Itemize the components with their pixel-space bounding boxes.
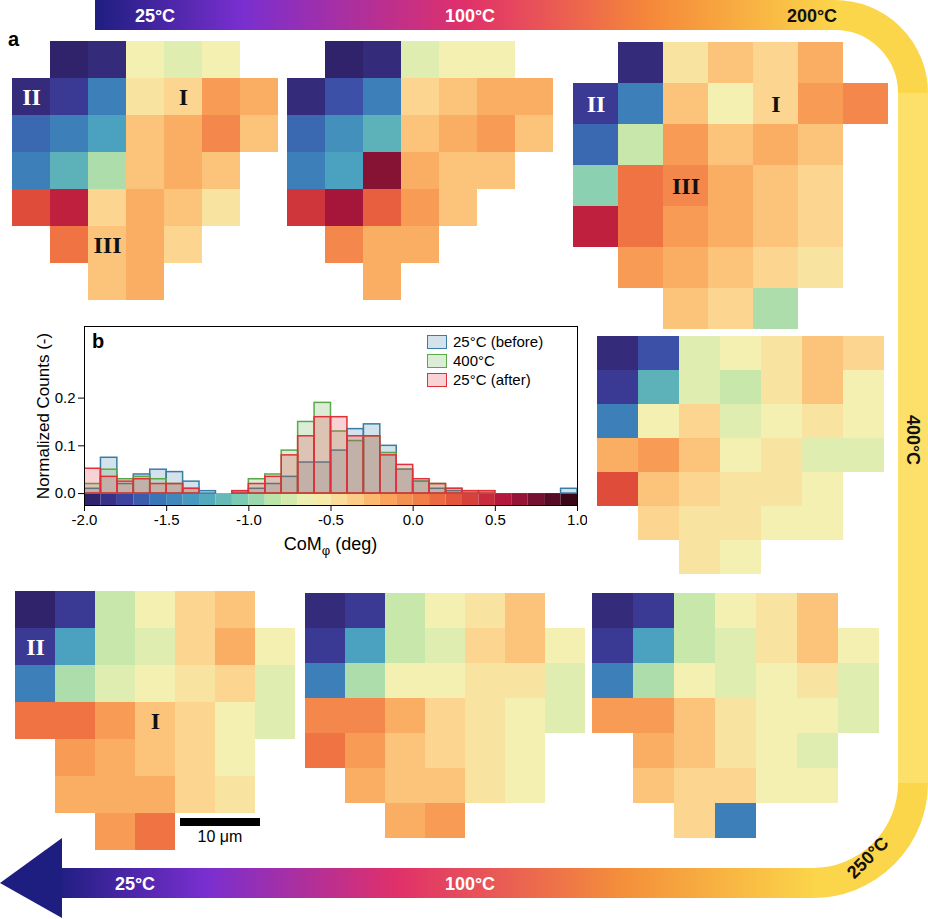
- svg-text:I: I: [179, 84, 188, 110]
- svg-text:25°C: 25°C: [135, 6, 175, 26]
- svg-text:400°C: 400°C: [903, 415, 923, 465]
- svg-text:-1.0: -1.0: [236, 511, 262, 528]
- html-text:25°C (before): 25°C (before): [453, 333, 544, 350]
- svg-text:0.1: 0.1: [55, 437, 76, 454]
- svg-text:25°C: 25°C: [115, 874, 155, 894]
- svg-text:II: II: [22, 84, 41, 110]
- svg-text:I: I: [151, 708, 160, 734]
- svg-text:Normalized Counts (-): Normalized Counts (-): [34, 333, 53, 499]
- svg-text:0.5: 0.5: [485, 511, 506, 528]
- svg-text:III: III: [672, 173, 700, 199]
- svg-text:III: III: [93, 232, 121, 258]
- svg-text:200°C: 200°C: [787, 6, 837, 26]
- html-text:25°C (after): 25°C (after): [453, 371, 531, 388]
- svg-text:-0.5: -0.5: [318, 511, 344, 528]
- svg-text:I: I: [771, 91, 780, 117]
- svg-text:100°C: 100°C: [445, 874, 495, 894]
- html-text:a: a: [8, 28, 20, 50]
- svg-text:0.0: 0.0: [403, 511, 424, 528]
- svg-text:II: II: [587, 91, 606, 117]
- html-text:400°C: 400°C: [453, 352, 495, 369]
- svg-text:-2.0: -2.0: [72, 511, 98, 528]
- svg-text:100°C: 100°C: [445, 6, 495, 26]
- svg-text:0.2: 0.2: [55, 389, 76, 406]
- svg-text:II: II: [26, 634, 45, 660]
- svg-text:250°C: 250°C: [843, 833, 893, 883]
- svg-text:1.0: 1.0: [567, 511, 587, 528]
- html-text:10 μm: 10 μm: [197, 828, 243, 845]
- html-text:b: b: [92, 330, 105, 352]
- svg-text:0.0: 0.0: [55, 484, 76, 501]
- html-text:CoMφ(deg): CoMφ(deg): [283, 534, 378, 558]
- svg-text:-1.5: -1.5: [154, 511, 180, 528]
